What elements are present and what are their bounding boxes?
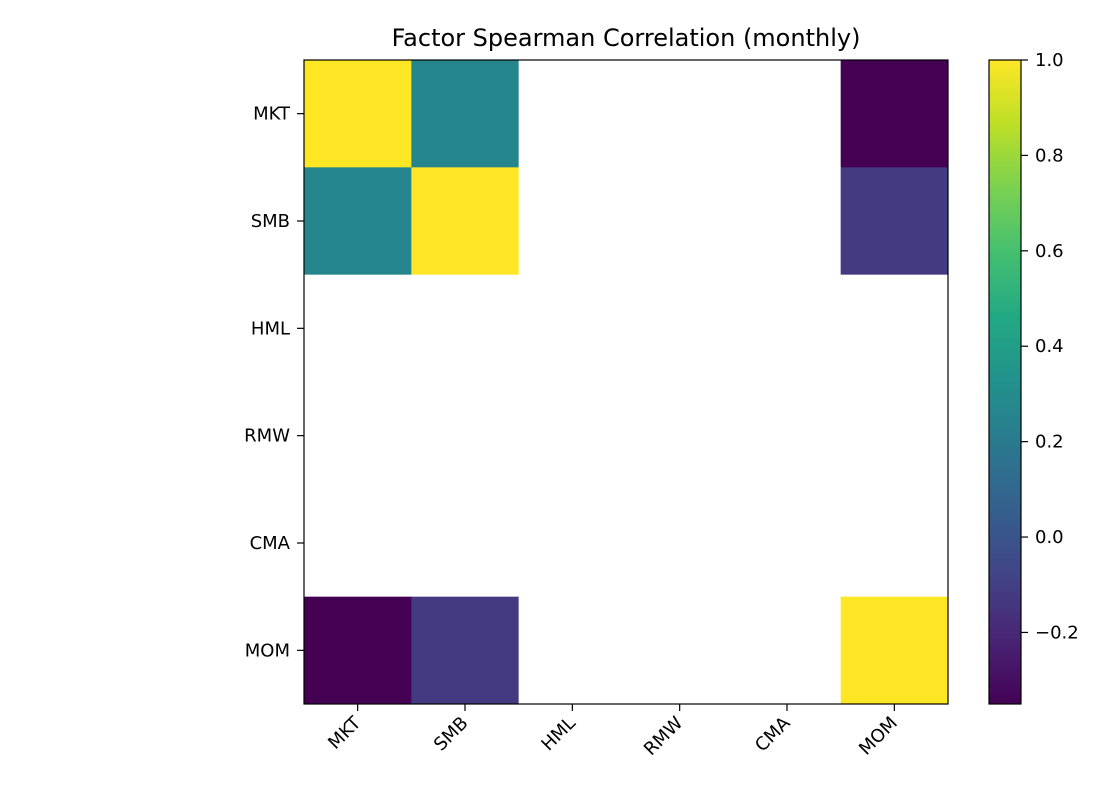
colorbar-ticks: 1.0 0.8 0.6 0.4 0.2 0.0 −0.2 — [1021, 50, 1079, 643]
y-tick-label: SMB — [251, 211, 290, 232]
heatmap-cell-hml-mkt — [304, 274, 412, 383]
heatmap-cell-hml-hml — [518, 274, 627, 383]
heatmap-cell-smb-cma — [733, 167, 842, 276]
heatmap-cell-mom-smb — [411, 596, 520, 705]
heatmap-cell-cma-mkt — [304, 489, 412, 598]
heatmap-cell-cma-hml — [518, 489, 627, 598]
x-tick-label: CMA — [751, 712, 795, 756]
colorbar-tick-label: 0.0 — [1035, 527, 1064, 548]
colorbar-tick-label: 0.4 — [1035, 336, 1064, 357]
heatmap-cell-mkt-rmw — [626, 60, 734, 168]
heatmap-cell-rmw-mom — [840, 382, 949, 490]
x-tick-label: HML — [537, 713, 579, 755]
heatmap-cell-smb-mom — [840, 167, 949, 276]
heatmap-cell-smb-hml — [518, 167, 627, 276]
y-tick-label: CMA — [250, 533, 291, 554]
heatmap-cell-hml-cma — [733, 274, 842, 383]
y-axis: MKT SMB HML RMW CMA MOM — [244, 104, 304, 661]
heatmap-cell-hml-mom — [840, 274, 949, 383]
heatmap-cells — [304, 60, 949, 705]
y-tick-label: RMW — [244, 426, 290, 447]
colorbar-tick-label: 0.8 — [1035, 145, 1064, 166]
y-tick-label: MOM — [245, 640, 290, 661]
heatmap-cell-hml-smb — [411, 274, 520, 383]
x-tick-label: MKT — [324, 712, 366, 754]
heatmap-cell-mkt-hml — [518, 60, 627, 168]
heatmap-cell-rmw-hml — [518, 382, 627, 490]
heatmap-cell-mkt-mom — [840, 60, 949, 168]
heatmap-cell-mom-mkt — [304, 596, 412, 705]
colorbar: 1.0 0.8 0.6 0.4 0.2 0.0 −0.2 — [988, 50, 1079, 705]
heatmap-cell-rmw-mkt — [304, 382, 412, 490]
heatmap-cell-cma-mom — [840, 489, 949, 598]
heatmap-cell-hml-rmw — [626, 274, 734, 383]
x-axis: MKT SMB HML RMW CMA MOM — [324, 704, 902, 760]
heatmap-cell-rmw-rmw — [626, 382, 734, 490]
heatmap-cell-mom-cma — [733, 596, 842, 705]
x-tick-label: RMW — [640, 713, 687, 760]
heatmap-cell-mom-mom — [840, 596, 949, 705]
colorbar-tick-label: 0.6 — [1035, 241, 1064, 262]
y-tick-label: HML — [251, 318, 290, 339]
heatmap-cell-cma-cma — [733, 489, 842, 598]
heatmap-cell-cma-smb — [411, 489, 520, 598]
heatmap-cell-smb-rmw — [626, 167, 734, 276]
y-tick-label: MKT — [253, 104, 291, 125]
x-tick-label: SMB — [430, 713, 473, 756]
heatmap-cell-mom-hml — [518, 596, 627, 705]
heatmap-cell-mkt-smb — [411, 60, 520, 168]
colorbar-tick-label: 1.0 — [1035, 50, 1064, 71]
heatmap-cell-mom-rmw — [626, 596, 734, 705]
colorbar-gradient — [988, 59, 1022, 705]
x-tick-label: MOM — [855, 713, 902, 760]
heatmap-cell-cma-rmw — [626, 489, 734, 598]
heatmap-cell-smb-smb — [411, 167, 520, 276]
colorbar-tick-label: −0.2 — [1035, 622, 1079, 643]
colorbar-tick-label: 0.2 — [1035, 432, 1064, 453]
heatmap-cell-smb-mkt — [304, 167, 412, 276]
chart-title: Factor Spearman Correlation (monthly) — [392, 24, 861, 52]
plot-frame — [303, 59, 949, 705]
heatmap-cell-rmw-cma — [733, 382, 842, 490]
heatmap-cell-mkt-mkt — [304, 60, 412, 168]
heatmap-cell-mkt-cma — [733, 60, 842, 168]
heatmap-cell-rmw-smb — [411, 382, 520, 490]
